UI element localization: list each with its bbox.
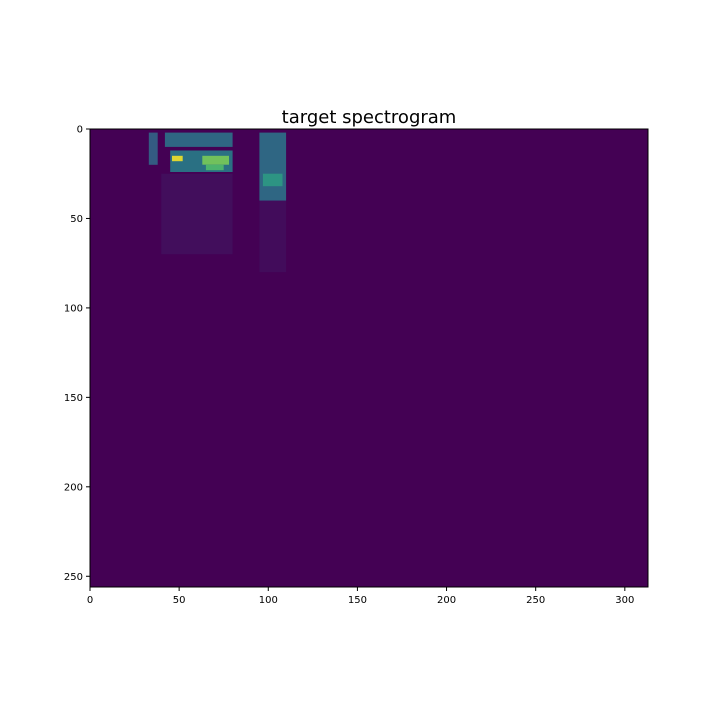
y-tick-label: 150 bbox=[64, 393, 83, 404]
y-tick-label: 250 bbox=[64, 572, 83, 583]
energy-region-6 bbox=[259, 132, 287, 201]
energy-region-9 bbox=[259, 200, 287, 273]
energy-region-8 bbox=[161, 173, 233, 255]
x-tick-label: 0 bbox=[87, 595, 93, 606]
energy-region-1 bbox=[164, 132, 233, 147]
energy-region-3 bbox=[172, 155, 183, 162]
energy-region-4 bbox=[202, 155, 229, 165]
x-tick-label: 300 bbox=[615, 595, 634, 606]
energy-region-7 bbox=[262, 173, 283, 187]
y-tick-label: 200 bbox=[64, 482, 83, 493]
energy-region-0 bbox=[148, 132, 158, 165]
x-tick-label: 50 bbox=[173, 595, 186, 606]
y-tick-label: 0 bbox=[77, 125, 83, 136]
plot-area bbox=[89, 128, 649, 588]
energy-region-5 bbox=[205, 164, 224, 171]
spectrogram-energy bbox=[148, 132, 287, 273]
y-axis: 0 50 100 150 200 250 bbox=[64, 125, 90, 583]
x-axis: 0 50 100 150 200 250 300 bbox=[87, 587, 634, 606]
y-tick-label: 100 bbox=[64, 303, 83, 314]
heatmap-background bbox=[90, 129, 648, 587]
x-tick-label: 100 bbox=[259, 595, 278, 606]
x-tick-label: 150 bbox=[348, 595, 367, 606]
plot-frame bbox=[89, 128, 649, 588]
x-tick-label: 200 bbox=[437, 595, 456, 606]
chart-title: target spectrogram bbox=[282, 107, 457, 128]
x-tick-label: 250 bbox=[526, 595, 545, 606]
y-tick-label: 50 bbox=[70, 214, 83, 225]
